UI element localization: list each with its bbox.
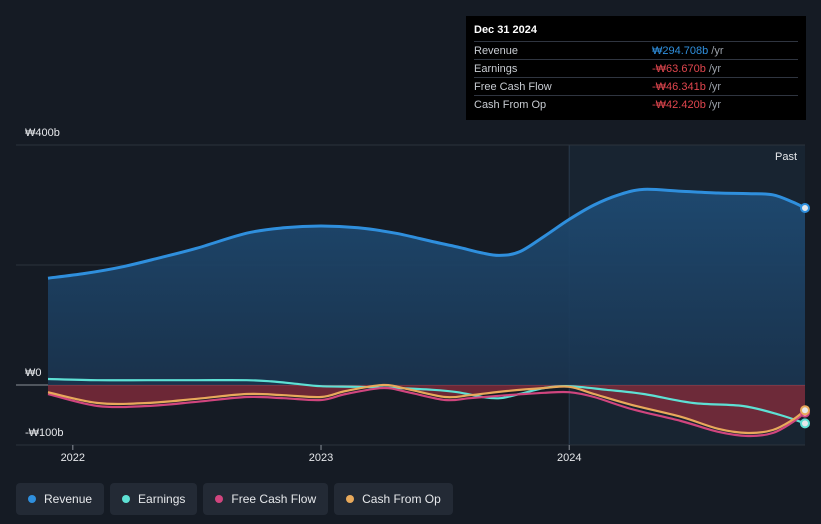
legend-dot-icon xyxy=(215,495,224,503)
tooltip-row-unit: /yr xyxy=(708,62,722,75)
tooltip-row-value: -₩46.341b xyxy=(652,80,706,93)
free-cash-flow-line xyxy=(47,386,805,438)
tooltip-date: Dec 31 2024 xyxy=(474,24,537,36)
legend-item-cash-from-op[interactable]: Cash From Op xyxy=(334,483,453,515)
cash-from-op-line xyxy=(47,383,805,435)
earnings-line xyxy=(47,377,805,425)
y-axis-label: ₩400b xyxy=(25,127,60,139)
legend-dot-icon xyxy=(28,495,36,503)
x-axis-label: 2022 xyxy=(61,452,85,464)
legend-dot-icon xyxy=(346,495,355,503)
tooltip-row-label: Cash From Op xyxy=(474,98,547,111)
tooltip-row: Earnings -₩63.670b/yr xyxy=(474,59,798,77)
tooltip-row-value: -₩63.670b xyxy=(652,62,706,75)
negative-area xyxy=(48,384,805,434)
tooltip-row-unit: /yr xyxy=(711,44,724,57)
tooltip-row: Cash From Op -₩42.420b/yr xyxy=(474,95,798,113)
legend-label: Free Cash Flow xyxy=(231,492,317,506)
cash-from-op-end-point xyxy=(800,405,810,416)
legend-label: Revenue xyxy=(44,492,93,506)
tooltip-row: Free Cash Flow -₩46.341b/yr xyxy=(474,77,798,95)
tooltip-row: Revenue ₩294.708b/yr xyxy=(474,41,798,59)
legend-item-earnings[interactable]: Earnings xyxy=(110,483,198,515)
legend-item-free-cash-flow[interactable]: Free Cash Flow xyxy=(203,483,329,515)
legend-label: Cash From Op xyxy=(362,492,441,506)
revenue-end-point xyxy=(800,203,810,213)
tooltip: Dec 31 2024 Revenue ₩294.708b/yr Earnings -… xyxy=(466,16,806,120)
tooltip-row-label: Free Cash Flow xyxy=(474,80,552,93)
legend-dot-icon xyxy=(122,495,131,503)
tooltip-row-unit: /yr xyxy=(708,98,722,111)
tooltip-row-value: -₩42.420b xyxy=(652,98,706,111)
tooltip-row-label: Revenue xyxy=(474,44,519,57)
legend: Revenue Earnings Free Cash Flow Cash From O… xyxy=(16,483,453,515)
y-axis-label: -₩100b xyxy=(25,427,64,439)
tooltip-row-value: ₩294.708b xyxy=(652,44,709,57)
tooltip-row-unit: /yr xyxy=(708,80,722,93)
x-axis-label: 2023 xyxy=(309,452,333,464)
past-label: Past xyxy=(775,151,797,163)
tooltip-row-label: Earnings xyxy=(474,62,518,75)
x-axis-label: 2024 xyxy=(557,452,581,464)
legend-label: Earnings xyxy=(138,492,186,506)
revenue-area xyxy=(48,189,805,385)
legend-item-revenue[interactable]: Revenue xyxy=(16,483,105,515)
earnings-end-point xyxy=(800,418,810,429)
y-axis-label: ₩0 xyxy=(25,367,42,379)
revenue-line xyxy=(47,187,805,280)
